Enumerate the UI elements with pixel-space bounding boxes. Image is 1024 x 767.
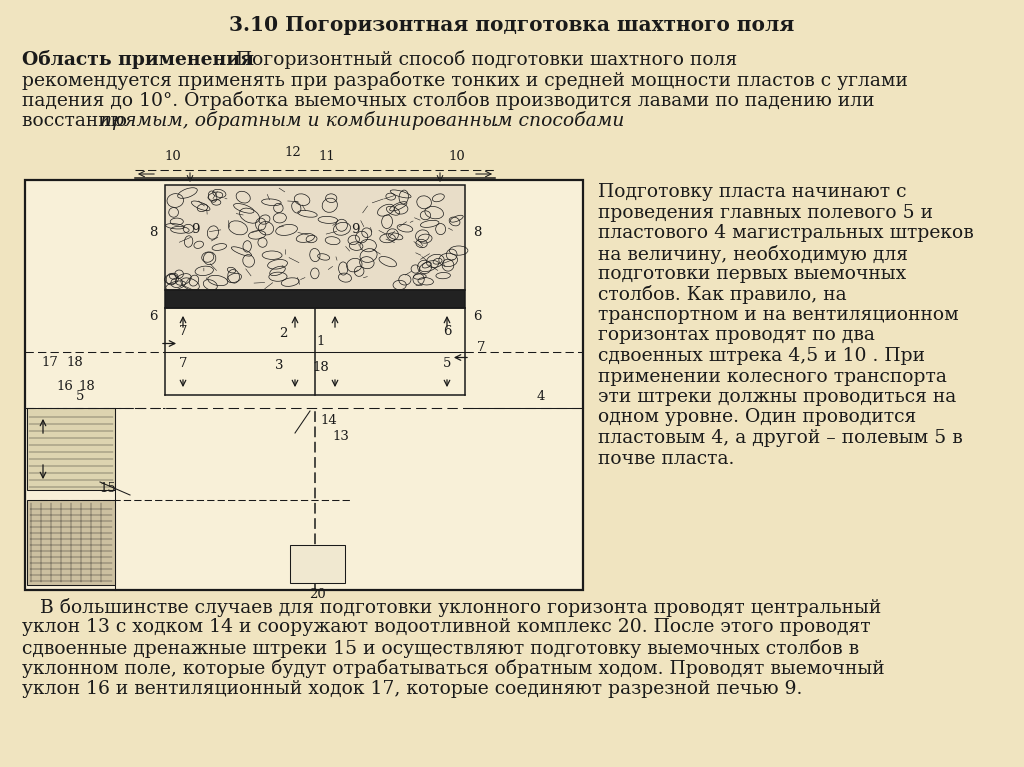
Text: 14: 14	[321, 413, 337, 426]
Text: 18: 18	[67, 357, 83, 370]
Text: 12: 12	[285, 146, 301, 159]
Text: уклон 16 и вентиляционный ходок 17, которые соединяют разрезной печью 9.: уклон 16 и вентиляционный ходок 17, кото…	[22, 680, 803, 698]
Text: 10: 10	[449, 150, 465, 163]
Text: 4: 4	[537, 390, 545, 403]
Text: эти штреки должны проводиться на: эти штреки должны проводиться на	[598, 388, 956, 406]
Text: столбов. Как правило, на: столбов. Как правило, на	[598, 285, 847, 304]
Text: пластовым 4, а другой – полевым 5 в: пластовым 4, а другой – полевым 5 в	[598, 429, 963, 447]
Text: .: .	[492, 111, 498, 130]
Text: 20: 20	[309, 588, 327, 601]
Text: 1: 1	[316, 335, 326, 348]
Text: проведения главных полевого 5 и: проведения главных полевого 5 и	[598, 203, 933, 222]
Text: 15: 15	[99, 482, 117, 495]
Text: сдвоенных штрека 4,5 и 10 . При: сдвоенных штрека 4,5 и 10 . При	[598, 347, 925, 365]
Text: 8: 8	[148, 226, 158, 239]
Text: 6: 6	[442, 325, 452, 338]
Text: одном уровне. Один проводится: одном уровне. Один проводится	[598, 409, 916, 426]
Text: 16: 16	[56, 380, 74, 393]
Text: транспортном и на вентиляционном: транспортном и на вентиляционном	[598, 306, 958, 324]
Text: 13: 13	[333, 430, 349, 443]
Text: рекомендуется применять при разработке тонких и средней мощности пластов с углам: рекомендуется применять при разработке т…	[22, 71, 908, 90]
Text: на величину, необходимую для: на величину, необходимую для	[598, 245, 908, 264]
Text: восстанию: восстанию	[22, 111, 133, 130]
Text: пластового 4 магистральных штреков: пластового 4 магистральных штреков	[598, 224, 974, 242]
Text: В большинстве случаев для подготовки уклонного горизонта проводят центральный: В большинстве случаев для подготовки укл…	[22, 598, 882, 617]
Text: Подготовку пласта начинают с: Подготовку пласта начинают с	[598, 183, 906, 201]
Text: 10: 10	[165, 150, 181, 163]
Text: 3: 3	[274, 359, 284, 372]
Text: 5: 5	[442, 357, 452, 370]
Text: 9: 9	[190, 223, 200, 236]
Bar	[165, 185, 465, 290]
Text: 5: 5	[76, 390, 84, 403]
Text: 6: 6	[148, 310, 158, 322]
Text: уклонном поле, которые будут отрабатываться обратным ходом. Проводят выемочный: уклонном поле, которые будут отрабатыват…	[22, 660, 885, 679]
Text: 11: 11	[318, 150, 336, 163]
Text: 7: 7	[179, 357, 187, 370]
Text: падения до 10°. Отработка выемочных столбов производится лавами по падению или: падения до 10°. Отработка выемочных стол…	[22, 91, 874, 110]
Text: 17: 17	[42, 357, 58, 370]
Text: 7: 7	[179, 325, 187, 338]
Bar	[25, 180, 583, 590]
Text: почве пласта.: почве пласта.	[598, 449, 734, 468]
Text: применении колесного транспорта: применении колесного транспорта	[598, 367, 947, 386]
Text: 7: 7	[477, 341, 485, 354]
Bar	[165, 290, 465, 308]
Text: 18: 18	[79, 380, 95, 393]
Bar	[27, 408, 115, 490]
Bar	[290, 545, 345, 583]
Text: 18: 18	[312, 361, 330, 374]
Text: подготовки первых выемочных: подготовки первых выемочных	[598, 265, 906, 283]
Text: уклон 13 с ходком 14 и сооружают водоотливной комплекс 20. После этого проводят: уклон 13 с ходком 14 и сооружают водоотл…	[22, 618, 870, 637]
Text: .  Погоризонтный способ подготовки шахтного поля: . Погоризонтный способ подготовки шахтно…	[218, 50, 737, 69]
Text: Область применения: Область применения	[22, 50, 254, 69]
Text: 8: 8	[473, 226, 481, 239]
Text: 9: 9	[351, 223, 359, 236]
Text: 6: 6	[473, 310, 481, 322]
Text: горизонтах проводят по два: горизонтах проводят по два	[598, 327, 874, 344]
Text: прямым, обратным и комбинированным способами: прямым, обратным и комбинированным спосо…	[100, 111, 625, 130]
Bar	[27, 500, 115, 585]
Text: 2: 2	[279, 327, 287, 340]
Text: сдвоенные дренажные штреки 15 и осуществляют подготовку выемочных столбов в: сдвоенные дренажные штреки 15 и осуществ…	[22, 639, 859, 658]
Text: 3.10 Погоризонтная подготовка шахтного поля: 3.10 Погоризонтная подготовка шахтного п…	[229, 15, 795, 35]
